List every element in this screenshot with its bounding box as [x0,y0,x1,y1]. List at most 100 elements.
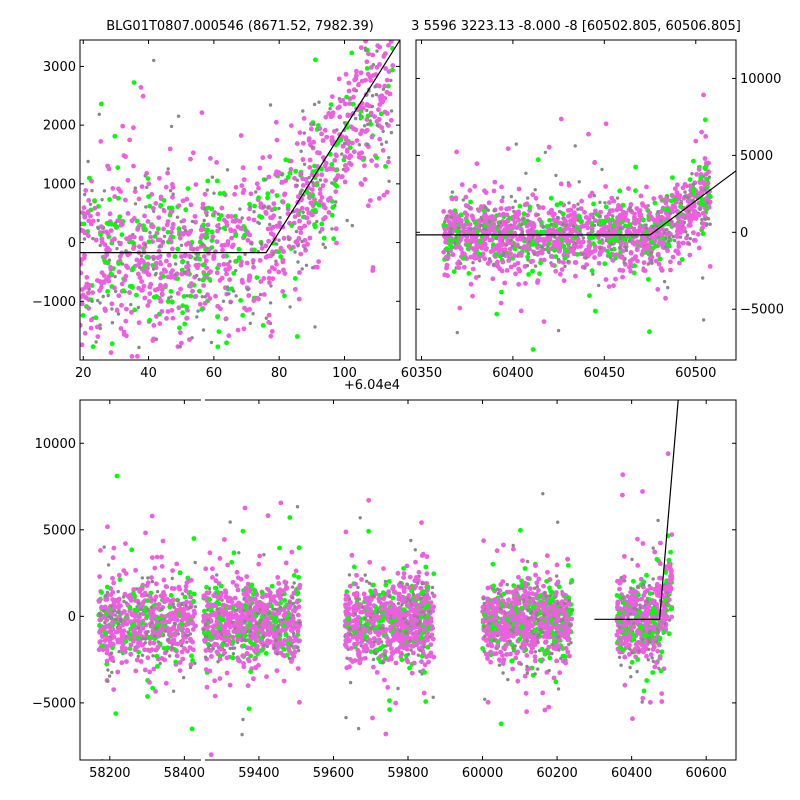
data-point [203,655,208,659]
data-point [578,206,584,211]
data-point [250,258,256,263]
data-point [182,253,188,259]
data-point [121,329,127,335]
data-point [159,309,165,314]
data-point [502,222,508,227]
data-point [563,264,567,269]
data-point [142,667,148,673]
data-point [234,217,239,223]
data-point [287,635,293,641]
data-point [232,595,238,601]
data-point [236,575,241,581]
data-point [212,585,218,591]
data-point [150,685,156,691]
data-point [641,267,647,273]
data-point [384,140,389,144]
data-point [90,299,94,303]
data-point [205,603,211,609]
data-point [359,150,365,156]
data-point [126,630,130,634]
data-point [273,119,279,125]
data-point [326,111,332,116]
data-point [221,190,227,196]
data-point [168,593,174,598]
data-point [330,227,334,231]
data-point [670,193,676,199]
data-point [258,279,264,284]
data-point [515,236,520,242]
data-point [641,217,646,223]
data-point [655,213,661,219]
data-point [374,92,379,97]
data-point [614,207,620,213]
data-point [132,189,138,195]
axes-frame [79,39,401,361]
data-point [240,653,246,658]
data-point [240,732,244,737]
data-point [277,206,281,211]
data-point [647,210,652,216]
data-point [208,156,213,161]
data-point [122,599,126,604]
data-point [455,261,460,266]
data-point [344,94,349,100]
data-point [243,585,249,591]
data-point [382,83,387,89]
data-point [324,167,330,173]
data-point [185,294,189,298]
data-point [698,207,702,212]
data-point [574,252,580,257]
data-point [706,160,711,166]
data-point [243,619,247,624]
data-point [618,226,623,230]
data-point [587,193,593,199]
data-point [530,258,535,264]
data-point [255,295,260,301]
data-point [209,206,215,212]
data-point [238,608,243,614]
data-point [268,103,273,107]
data-point [104,607,110,613]
data-point [175,641,181,647]
data-point [225,285,230,289]
data-point [474,161,480,167]
data-point [214,239,220,245]
data-point [135,271,141,277]
data-point [194,246,200,252]
data-point [696,212,702,218]
data-point [205,222,211,228]
data-point [291,573,297,578]
data-point [278,215,282,220]
data-point [151,613,157,619]
data-point [285,652,290,658]
data-point [83,285,89,290]
data-point [189,726,195,732]
data-point [666,243,672,249]
data-point [221,261,227,267]
data-point [238,262,244,268]
data-point [292,581,296,585]
data-point [163,584,169,589]
data-point [116,605,121,610]
data-point [157,237,163,243]
data-point [124,236,129,242]
data-point [144,170,150,176]
data-point [248,653,254,659]
data-point [248,321,252,325]
data-point [185,648,190,654]
data-point [98,326,103,331]
data-point [235,628,241,633]
data-point [124,306,129,312]
data-point [257,627,263,633]
data-point [340,97,346,103]
data-point [108,271,114,277]
x-tick-label: 100 [332,366,357,381]
data-point [383,164,388,169]
data-point [342,179,348,185]
data-point [136,320,142,326]
data-point [501,211,506,217]
data-point [157,175,162,181]
data-point [187,253,193,259]
data-point [334,200,338,204]
data-point [99,643,105,649]
